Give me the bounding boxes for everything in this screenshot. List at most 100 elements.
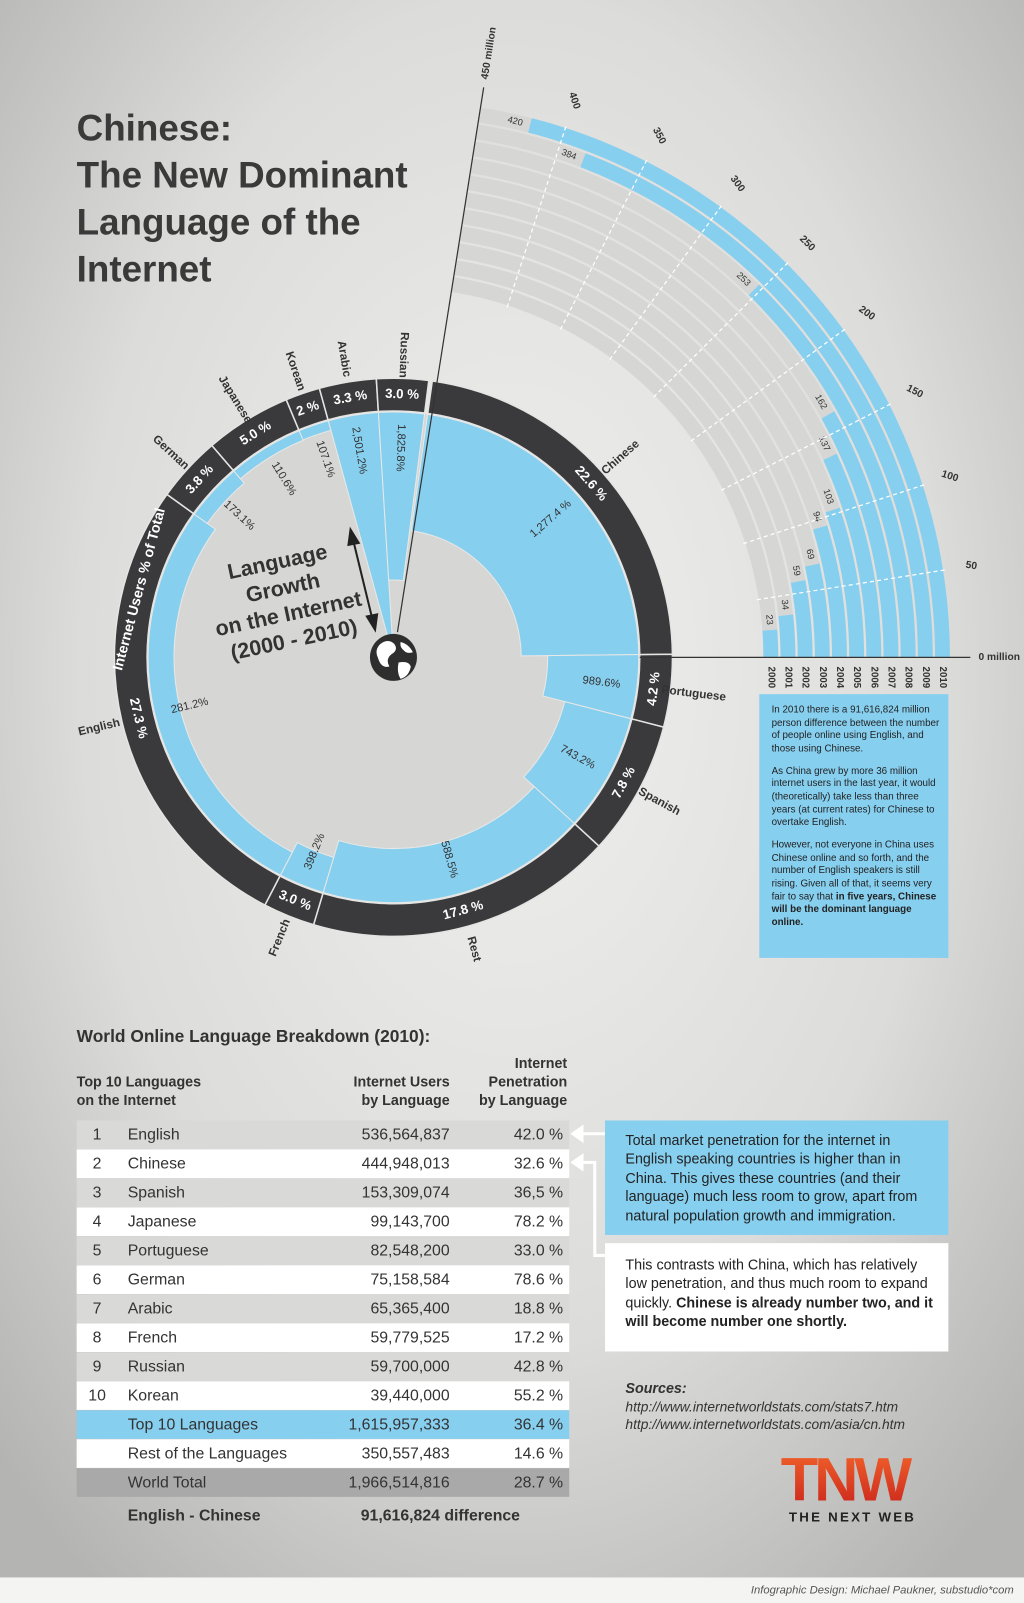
arrow-head [365,613,379,633]
table-cell: 153,309,074 [362,1184,450,1201]
arc-bar [778,614,796,658]
column-header: Top 10 Languages [77,1074,201,1090]
year-label: 2007 [885,667,896,689]
note-box: In 2010 there is a 91,616,824 million pe… [759,694,949,958]
globe-icon [369,633,417,681]
table-cell: 75,158,584 [370,1271,449,1288]
table-row [76,1381,570,1410]
note-background [759,694,949,958]
table-cell: Korean [128,1387,179,1404]
grid-line [653,261,789,398]
globe-land [376,640,413,679]
callout-content: Total market penetration for the interne… [625,1131,940,1225]
note-text: In 2010 there is a 91,616,824 million pe… [772,704,941,929]
tick-label: 400 [566,91,582,111]
arc-value-label: 103 [821,488,835,506]
main-title: Chinese: The New Dominant Language of th… [77,108,408,290]
column-header: Internet Users [354,1074,450,1090]
table-cell: 17.2 % [514,1329,563,1346]
pointer-arrow [570,1124,584,1143]
callouts: Total market penetration for the interne… [570,1120,949,1352]
footer [0,1577,1024,1603]
table-cell: 10 [88,1387,106,1404]
table-cell: 1,615,957,333 [348,1416,449,1433]
paragraph-bold: in five years, Chinese will be the domin… [771,890,937,929]
table-row [76,1294,570,1323]
year-label: 2000 [765,667,776,689]
grid-line [720,403,892,491]
table-cell: 55.2 % [514,1387,563,1404]
table-cell: 78.6 % [514,1271,563,1288]
table-cell: 9 [93,1358,102,1375]
table-cell: 536,564,837 [362,1126,450,1143]
arrow-shaft [352,541,373,618]
arc-value-label: 94 [811,510,824,523]
summary-row [76,1410,570,1439]
paragraph-text: However, not everyone in China uses Chin… [771,839,934,903]
sources-label: Sources: [625,1381,686,1397]
table-cell: 32.6 % [514,1155,563,1172]
difference-value: 91,616,824 difference [361,1507,520,1524]
arc-value-label: 420 [507,114,524,128]
growth-wedge [193,470,245,525]
table-cell: 42.0 % [514,1126,563,1143]
year-label: 2005 [851,667,862,689]
table-cell: 99,143,700 [370,1213,449,1230]
paragraph: Total market penetration for the interne… [625,1131,940,1225]
title-line: Chinese: [77,108,232,149]
table-cell: 14.6 % [514,1445,563,1462]
credit: Infographic Design: Michael Paukner, sub… [751,1585,1014,1597]
table-row [76,1265,570,1295]
table-cell: Chinese [128,1155,186,1172]
table-row [76,1207,570,1237]
grid-line [506,125,567,308]
table-cell: 82,548,200 [370,1242,449,1259]
arc-track [470,158,899,658]
axis-line [396,87,485,633]
table-cell: 7 [93,1300,102,1317]
table-cell: Arabic [128,1300,173,1317]
table-cell: 65,365,400 [370,1300,449,1317]
table-title: World Online Language Breakdown (2010): [77,1026,431,1046]
table-row [76,1236,570,1266]
grid-line [743,484,925,545]
callout-box [604,1243,949,1352]
growth-wedge [377,411,426,582]
arc-value-label: 23 [764,614,775,625]
sources: Sources: http://www.internetworldstats.c… [625,1381,905,1432]
arc-value-label: 34 [780,599,791,610]
callout-content: This contrasts with China, which has rel… [625,1256,933,1330]
category-label: Arabic [335,340,354,379]
difference-label: English - Chinese [128,1507,261,1524]
paragraph-bold: Chinese is already number two, and it wi… [625,1294,933,1330]
title-line: Language of the [77,202,361,243]
table-cell: World Total [128,1474,207,1491]
table-cell: 36.4 % [514,1416,563,1433]
table-cell: Portuguese [128,1242,209,1259]
year-label: 2009 [920,667,931,689]
table-cell: 59,700,000 [370,1358,449,1375]
arc-track [456,243,813,658]
growth-wedge [410,413,640,657]
year-label: 2004 [834,667,845,689]
source-link[interactable]: http://www.internetworldstats.com/asia/c… [625,1417,905,1432]
double-arrow [347,526,379,633]
tick-label: 100 [940,469,960,485]
table-row [76,1178,570,1208]
year-label: 2003 [817,667,828,689]
column-header: on the Internet [77,1093,177,1109]
grid-line [559,159,648,330]
grid-line [690,328,846,442]
arc-bar [813,525,847,658]
paragraph: In 2010 there is a 91,616,824 million pe… [772,704,941,756]
title-line: Internet [77,249,212,290]
pointer-line [583,1160,605,1257]
table-cell: 39,440,000 [370,1387,449,1404]
source-link[interactable]: http://www.internetworldstats.com/stats7… [625,1399,898,1414]
paragraph-text: This contrasts with China, which has rel… [625,1256,928,1311]
arc-bar [790,580,813,658]
table-cell: Top 10 Languages [128,1416,258,1433]
table-cell: 18.8 % [514,1300,563,1317]
